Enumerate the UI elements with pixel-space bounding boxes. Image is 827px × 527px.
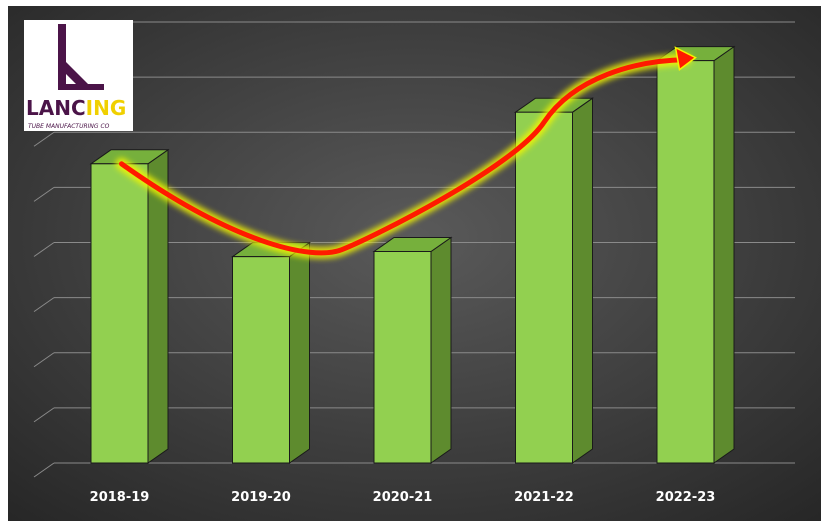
bar-side — [572, 97, 593, 464]
grid-line-depth — [33, 186, 55, 202]
x-tick-labels: 2018-19 2019-20 2020-21 2021-22 2022-23 — [90, 490, 716, 505]
bar — [89, 148, 170, 464]
grid-line-depth — [33, 297, 55, 313]
bar-front — [373, 251, 432, 464]
logo-tagline: TUBE MANUFACTURING CO — [28, 123, 110, 130]
x-tick-label: 2021-22 — [514, 490, 574, 505]
grid-line-depth — [33, 462, 55, 478]
company-logo: LANCING TUBE MANUFACTURING CO — [24, 20, 133, 131]
bar-front — [90, 163, 149, 464]
bar — [372, 236, 453, 464]
bar — [230, 241, 312, 464]
trend-arrowhead-icon — [674, 46, 697, 71]
grid-line-depth — [33, 131, 55, 147]
x-tick-label: 2022-23 — [656, 490, 716, 505]
grid-line-depth — [33, 352, 55, 368]
trend-line — [119, 57, 688, 256]
bar — [513, 97, 595, 464]
bar-side — [713, 45, 735, 464]
trend-arrow — [115, 46, 697, 259]
bar-side — [289, 241, 310, 464]
grid-line-depth — [33, 242, 55, 257]
bar-front — [656, 60, 715, 464]
bar-front — [515, 111, 573, 464]
bars — [89, 45, 736, 464]
logo-wordmark: LANCING — [26, 96, 126, 120]
x-tick-label: 2020-21 — [373, 490, 433, 505]
bar — [655, 45, 736, 464]
bar-side — [430, 236, 452, 464]
x-tick-label: 2019-20 — [231, 490, 291, 505]
x-tick-label: 2018-19 — [90, 490, 150, 505]
grid-line-depth — [33, 407, 55, 423]
logo-mark-icon — [58, 24, 104, 90]
bar-front — [232, 256, 290, 464]
